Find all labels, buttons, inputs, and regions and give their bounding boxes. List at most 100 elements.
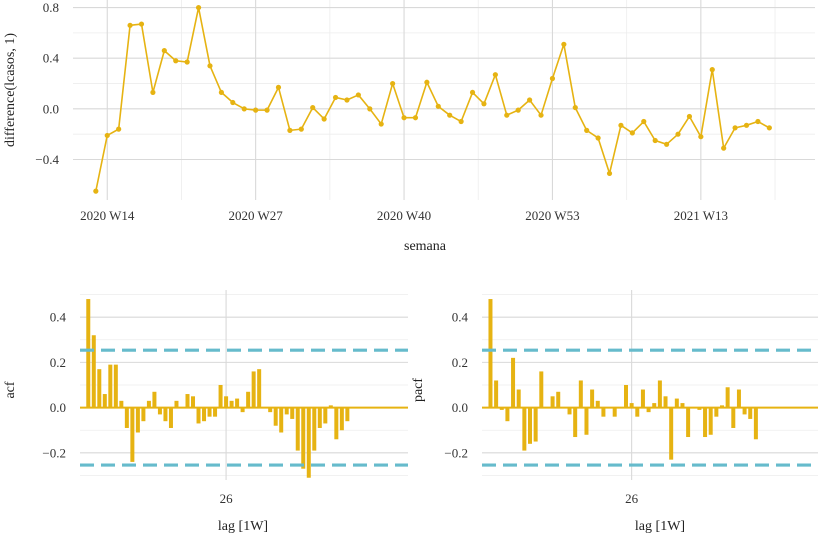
series-point [561,41,567,47]
acf-bar [152,391,157,408]
series-x-tick-label: 2020 W53 [525,208,579,223]
acf-bar [262,407,267,409]
acf-bar [229,400,234,408]
acf-bar [224,396,229,408]
series-point [549,75,556,82]
acf-bar [213,407,218,417]
series-x-tick-label: 2020 W14 [80,208,135,223]
series-y-tick-label: 0.8 [43,0,59,15]
acf-bar [119,400,124,408]
series-point [412,115,419,121]
acf-bar [196,407,201,424]
series-point [527,97,533,103]
pacf-bar [556,391,561,408]
series-point [766,125,772,131]
series-x-ticks: 2020 W14 2020 W27 2020 W40 2020 W53 2021 W13 [80,208,728,223]
series-x-tick-label: 2020 W40 [377,208,431,223]
acf-bar [312,407,317,451]
series-x-tick-label: 2021 W13 [674,208,728,223]
acf-bar [306,407,311,478]
pacf-bar [748,407,753,419]
acf-bar [257,369,262,408]
series-grid [73,0,815,200]
acf-bar [273,407,278,426]
pacf-bar [720,405,724,408]
pacf-bar [550,396,555,408]
series-point [504,112,510,118]
acf-bar [317,407,322,428]
acf-bar [284,407,289,415]
series-point [721,145,727,151]
series-point [435,103,441,109]
acf-y-axis-label: acf [3,381,18,398]
pacf-bar [516,389,521,408]
acf-bar [108,364,113,408]
acf-bar [86,299,91,408]
series-point [127,22,133,28]
acf-x-tick-label: 26 [220,491,234,506]
acf-bar [279,407,284,433]
acf-bar [246,391,251,408]
pacf-bar [624,385,628,408]
pacf-y-tick-label: 0.2 [452,355,468,370]
acf-bar [113,364,118,408]
acf-bar [235,398,240,408]
acf-bar [334,407,339,440]
series-point [344,97,350,103]
acf-y-tick-label: 0.4 [50,310,67,325]
series-point [743,122,750,128]
acf-grid [80,290,408,480]
acf-y-tick-label: 0.2 [50,355,66,370]
series-point [401,115,407,121]
series-point [93,188,99,194]
series-point [230,99,236,106]
pacf-bar [663,396,668,408]
series-point [492,72,498,78]
acf-bar [251,371,256,408]
series-point [332,94,339,101]
acf-panel: −0.2 0.0 0.2 0.4 26 lag [1W] acf [3,290,408,534]
pacf-bar [725,387,730,408]
acf-bar [339,407,344,431]
pacf-bar [505,407,510,422]
pacf-bar [635,407,640,417]
series-point [641,118,647,125]
pacf-y-tick-label: 0.0 [452,400,468,415]
pacf-panel: −0.2 0.0 0.2 0.4 26 lag [1W] pacf [411,290,818,534]
pacf-marks [482,299,818,467]
pacf-bar [612,407,617,417]
series-panel: −0.40.00.40.8 2020 W14 2020 W27 2020 W40 20… [3,0,815,254]
series-point [709,67,715,73]
pacf-bar [640,389,645,408]
pacf-bar [714,407,719,417]
series-point [298,126,304,132]
pacf-bar [488,299,493,408]
acf-bar [328,405,333,408]
acf-y-tick-label: 0.0 [50,400,66,415]
series-y-ticks: −0.4 0.0 0.4 0.8 [35,0,59,167]
series-y-tick-label: 0.4 [43,51,60,66]
pacf-x-tick-label: 26 [625,491,639,506]
pacf-bar [736,389,741,408]
acf-bar [218,385,223,408]
series-marks [93,4,772,194]
pacf-y-ticks: −0.2 0.0 0.2 0.4 [444,310,468,461]
series-point [664,141,670,147]
acf-bar [141,407,146,422]
acf-bar [97,369,102,408]
pacf-y-tick-label: −0.2 [444,445,468,460]
series-point [195,4,202,11]
series-point [458,118,464,125]
pacf-bar [708,407,713,435]
series-point [116,126,122,132]
pacf-grid [482,290,818,480]
series-point [287,127,293,133]
series-line [95,6,770,192]
pacf-bar [561,407,566,409]
acf-bar [130,407,135,462]
acf-bar [168,407,173,428]
pacf-bar [691,407,696,409]
series-point [150,89,156,96]
acf-bar [157,407,162,415]
